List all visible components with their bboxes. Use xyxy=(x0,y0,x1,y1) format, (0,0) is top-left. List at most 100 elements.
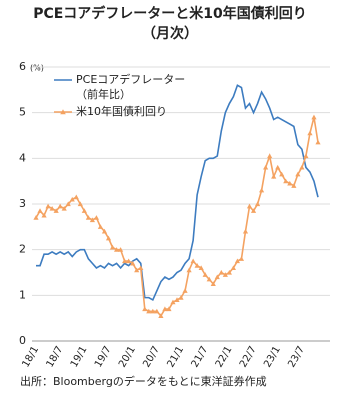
point-marker xyxy=(73,194,79,200)
chart-subtitle: （月次） xyxy=(142,25,198,42)
point-marker xyxy=(250,208,257,213)
point-marker xyxy=(267,153,273,159)
legend-note: （前年比） xyxy=(76,87,131,101)
point-marker xyxy=(230,265,236,271)
point-marker xyxy=(291,183,297,188)
y-tick-label: 4 xyxy=(19,151,26,164)
point-marker xyxy=(242,228,249,234)
point-marker xyxy=(93,215,100,220)
point-marker xyxy=(178,295,184,300)
x-tick-label: 21/7 xyxy=(190,345,211,370)
point-marker xyxy=(259,187,265,193)
legend-label: PCEコアデフレーター xyxy=(76,72,185,86)
x-tick-label: 22/1 xyxy=(214,345,235,370)
x-tick-label: 18/1 xyxy=(20,345,41,370)
y-tick-label: 1 xyxy=(19,288,26,301)
point-marker xyxy=(89,217,95,223)
point-marker xyxy=(222,272,228,277)
x-tick-label: 20/7 xyxy=(141,345,162,370)
chart-title: PCEコアデフレーターと米10年国債利回り xyxy=(33,5,307,22)
point-marker xyxy=(202,272,208,277)
series-line xyxy=(35,117,319,318)
x-tick-label: 22/7 xyxy=(238,345,259,370)
legend-label: 米10年国債利回り xyxy=(76,104,167,118)
point-marker xyxy=(275,164,281,170)
point-marker xyxy=(162,306,168,312)
point-marker xyxy=(218,269,224,275)
point-marker xyxy=(226,269,232,275)
y-tick-label: 0 xyxy=(19,334,26,347)
x-tick-label: 19/7 xyxy=(93,345,114,370)
source: 出所：Bloombergのデータをもとに東洋証券作成 xyxy=(20,374,267,388)
point-marker xyxy=(138,265,144,271)
point-marker xyxy=(65,201,71,207)
point-marker xyxy=(45,203,51,209)
point-marker xyxy=(170,299,176,305)
point-marker xyxy=(81,208,87,213)
point-marker xyxy=(158,313,164,318)
point-marker xyxy=(41,212,47,218)
point-marker xyxy=(279,171,285,177)
point-marker xyxy=(126,258,132,264)
point-marker xyxy=(109,244,116,250)
point-marker xyxy=(134,267,140,273)
point-marker xyxy=(69,196,75,202)
point-marker xyxy=(214,274,220,280)
point-marker xyxy=(186,267,192,273)
point-marker xyxy=(210,281,216,286)
point-marker xyxy=(113,247,120,252)
point-marker xyxy=(101,228,108,234)
point-marker xyxy=(105,235,112,241)
x-tick-label: 20/1 xyxy=(117,345,138,370)
x-tick-label: 23/1 xyxy=(262,345,283,370)
y-tick-label: 6 xyxy=(19,60,26,73)
point-marker xyxy=(307,130,313,136)
point-marker xyxy=(142,306,148,312)
point-marker xyxy=(299,164,305,170)
point-marker xyxy=(122,258,128,264)
point-marker xyxy=(150,308,156,314)
point-marker xyxy=(206,276,212,282)
point-marker xyxy=(146,308,152,314)
point-marker xyxy=(130,260,136,266)
point-marker xyxy=(254,201,261,207)
point-marker xyxy=(287,180,293,186)
point-marker xyxy=(315,139,321,145)
point-marker xyxy=(311,114,317,120)
point-marker xyxy=(57,203,63,209)
point-marker xyxy=(198,265,204,271)
x-tick-label: 19/1 xyxy=(69,345,90,370)
point-marker xyxy=(283,178,289,184)
point-marker xyxy=(49,205,55,211)
y-unit: (%) xyxy=(30,64,44,73)
point-marker xyxy=(37,208,43,213)
series-line xyxy=(36,84,319,302)
point-marker xyxy=(97,224,104,229)
point-marker xyxy=(194,263,200,268)
point-marker xyxy=(271,174,277,179)
x-tick-label: 18/7 xyxy=(45,345,66,370)
point-marker xyxy=(77,201,83,207)
point-marker xyxy=(61,205,67,211)
point-marker xyxy=(118,247,124,252)
point-marker xyxy=(174,297,180,302)
point-marker xyxy=(166,306,172,312)
point-marker xyxy=(295,171,301,177)
point-marker xyxy=(85,215,91,220)
point-marker xyxy=(303,153,309,159)
point-marker xyxy=(246,203,253,209)
y-tick-label: 5 xyxy=(19,106,26,119)
point-marker xyxy=(234,258,241,264)
y-tick-label: 2 xyxy=(19,243,26,256)
point-marker xyxy=(182,288,188,293)
point-marker xyxy=(190,258,196,264)
point-marker xyxy=(33,215,39,220)
x-tick-label: 23/7 xyxy=(286,345,307,370)
y-tick-label: 3 xyxy=(19,197,26,210)
point-marker xyxy=(53,208,59,213)
point-marker xyxy=(154,308,160,314)
point-marker xyxy=(263,164,269,170)
point-marker xyxy=(238,256,245,261)
x-tick-label: 21/1 xyxy=(165,345,186,370)
